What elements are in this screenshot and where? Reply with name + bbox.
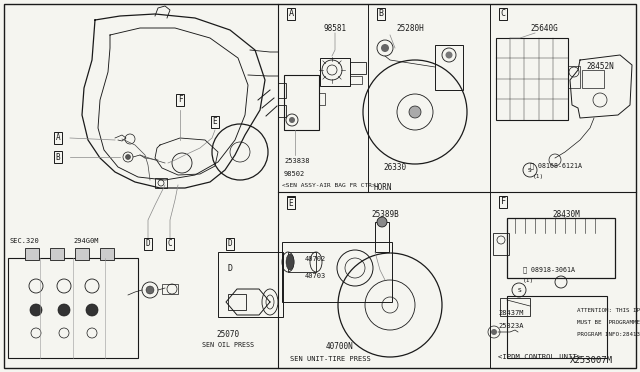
Bar (568, 66, 580, 88)
Text: S: S (528, 167, 532, 173)
Bar (507, 296, 607, 358)
Text: 28452N: 28452N (586, 62, 614, 71)
Text: HORN: HORN (373, 183, 392, 192)
Text: A: A (289, 10, 294, 19)
Bar (218, 252, 283, 317)
Text: PROGRAM INFO:28413M: PROGRAM INFO:28413M (577, 332, 640, 337)
Text: 98581: 98581 (323, 24, 347, 33)
Bar (375, 222, 389, 252)
Text: A: A (56, 134, 60, 142)
Text: 40703: 40703 (305, 273, 326, 279)
Text: S: S (517, 288, 521, 292)
Bar (100, 248, 114, 260)
Text: 26330: 26330 (383, 163, 406, 172)
Text: C: C (168, 240, 172, 248)
Bar (8, 258, 138, 358)
Bar (288, 252, 316, 272)
Text: (1): (1) (523, 278, 534, 283)
Text: 40702: 40702 (305, 256, 326, 262)
Text: 253838: 253838 (284, 158, 310, 164)
Circle shape (146, 286, 154, 294)
Circle shape (58, 304, 70, 316)
Text: X253007M: X253007M (570, 356, 613, 365)
Text: 294G0M: 294G0M (73, 238, 99, 244)
Bar (50, 248, 64, 260)
Bar (582, 70, 604, 88)
Circle shape (125, 154, 131, 160)
Bar (75, 248, 89, 260)
Text: F: F (178, 96, 182, 105)
Circle shape (289, 117, 295, 123)
Text: D: D (218, 264, 233, 273)
Text: MUST BE  PROGRAMMED: MUST BE PROGRAMMED (577, 320, 640, 325)
Text: <SEN ASSY-AIR BAG FR CTR>: <SEN ASSY-AIR BAG FR CTR> (282, 183, 376, 188)
Circle shape (381, 44, 389, 52)
Bar (507, 218, 615, 278)
Text: D: D (146, 240, 150, 248)
Text: SEC.320: SEC.320 (10, 238, 40, 244)
Bar (284, 75, 319, 130)
Text: 25389B: 25389B (371, 210, 399, 219)
Circle shape (491, 329, 497, 335)
Bar (282, 242, 392, 302)
Text: E: E (289, 199, 293, 208)
Ellipse shape (286, 254, 294, 270)
Bar (350, 62, 366, 74)
Bar (435, 45, 463, 90)
Bar (228, 294, 246, 310)
Text: 40700N: 40700N (326, 342, 354, 351)
Text: 25070: 25070 (216, 330, 239, 339)
Bar (319, 93, 325, 105)
Text: D: D (228, 240, 232, 248)
Text: C: C (500, 10, 506, 19)
Text: 28430M: 28430M (552, 210, 580, 219)
Text: Ⓢ 08168-6121A: Ⓢ 08168-6121A (530, 162, 582, 169)
Text: (1): (1) (533, 174, 544, 179)
Bar (493, 233, 509, 255)
Text: E: E (289, 198, 294, 206)
Circle shape (30, 304, 42, 316)
Text: 98502: 98502 (284, 171, 305, 177)
Text: <IPDM CONTROL UNIT>: <IPDM CONTROL UNIT> (499, 354, 582, 360)
Bar (25, 248, 39, 260)
Bar (278, 83, 286, 98)
Text: SEN OIL PRESS: SEN OIL PRESS (202, 342, 254, 348)
Circle shape (409, 106, 421, 118)
Text: ATTENTION: THIS IPDM: ATTENTION: THIS IPDM (577, 308, 640, 313)
Text: 25323A: 25323A (498, 323, 524, 329)
Bar (155, 178, 167, 188)
Text: F: F (500, 198, 506, 206)
Bar (278, 105, 286, 117)
Bar (500, 298, 530, 316)
Bar (320, 58, 350, 86)
Bar (162, 284, 178, 294)
Text: SEN UNIT-TIRE PRESS: SEN UNIT-TIRE PRESS (290, 356, 371, 362)
Circle shape (86, 304, 98, 316)
Text: 25280H: 25280H (396, 24, 424, 33)
Text: 25640G: 25640G (530, 24, 557, 33)
Bar (496, 38, 568, 120)
Text: E: E (212, 118, 218, 126)
Text: B: B (378, 10, 383, 19)
Circle shape (445, 51, 452, 58)
Text: 28437M: 28437M (498, 310, 524, 316)
Circle shape (377, 217, 387, 227)
Text: Ⓢ 08918-3061A: Ⓢ 08918-3061A (523, 266, 575, 273)
Bar (350, 76, 362, 84)
Text: B: B (56, 153, 60, 161)
